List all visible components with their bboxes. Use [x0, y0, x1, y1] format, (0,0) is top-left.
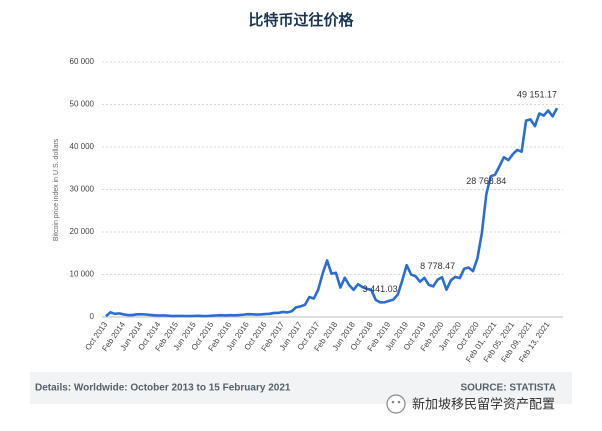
value-label: 49 151.17 — [517, 89, 557, 99]
y-tick-label: 50 000 — [70, 100, 95, 109]
y-tick-label: 40 000 — [70, 142, 95, 151]
footer-details: Details: Worldwide: October 2013 to 15 F… — [35, 383, 291, 394]
y-tick-label: 30 000 — [70, 185, 95, 194]
y-tick-label: 0 — [90, 312, 95, 321]
y-axis-label: Bitcoin price index in U.S. dollars — [53, 138, 60, 241]
footer-source: SOURCE: STATISTA — [460, 383, 556, 394]
y-tick-label: 20 000 — [70, 227, 95, 236]
value-label: 3 441.03 — [363, 284, 398, 294]
value-label: 8 778.47 — [420, 261, 455, 271]
watermark-icon — [386, 394, 406, 414]
footer-band — [30, 372, 572, 404]
chart-title: 比特币过往价格 — [248, 11, 354, 29]
value-label: 28 768.84 — [466, 176, 506, 186]
watermark: 新加坡移民留学资产配置 — [412, 396, 555, 411]
price-line — [105, 107, 559, 318]
y-tick-label: 60 000 — [70, 57, 95, 66]
y-tick-label: 10 000 — [70, 270, 95, 279]
